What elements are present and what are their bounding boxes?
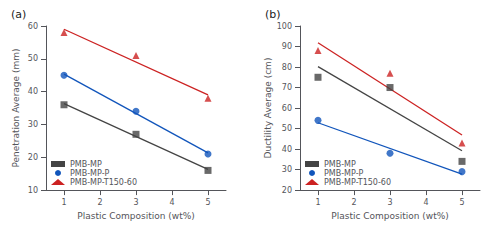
- svg-text:PMB-MP-P: PMB-MP-P: [70, 169, 110, 178]
- svg-text:20: 20: [28, 153, 38, 162]
- svg-text:(a): (a): [11, 8, 26, 21]
- svg-text:1: 1: [315, 198, 320, 207]
- svg-text:5: 5: [459, 198, 464, 207]
- svg-text:40: 40: [282, 145, 292, 154]
- svg-text:Ductility Average (cm): Ductility Average (cm): [263, 58, 273, 159]
- svg-text:70: 70: [282, 83, 292, 92]
- svg-text:2: 2: [97, 198, 102, 207]
- svg-text:50: 50: [28, 54, 38, 63]
- svg-text:PMB-MP: PMB-MP: [324, 160, 356, 169]
- svg-text:20: 20: [282, 186, 292, 195]
- svg-text:Plastic Composition (wt%): Plastic Composition (wt%): [331, 211, 449, 221]
- svg-text:3: 3: [133, 198, 138, 207]
- svg-text:30: 30: [28, 120, 38, 129]
- svg-text:PMB-MP-P: PMB-MP-P: [324, 169, 364, 178]
- svg-text:30: 30: [282, 165, 292, 174]
- svg-text:1: 1: [61, 198, 66, 207]
- svg-text:40: 40: [28, 87, 38, 96]
- svg-text:4: 4: [169, 198, 174, 207]
- svg-text:Penetration Average (mm): Penetration Average (mm): [11, 48, 21, 167]
- svg-text:PMB-MP-T150-60: PMB-MP-T150-60: [70, 178, 137, 187]
- svg-text:60: 60: [282, 104, 292, 113]
- svg-text:50: 50: [282, 124, 292, 133]
- svg-text:90: 90: [282, 42, 292, 51]
- svg-text:4: 4: [423, 198, 428, 207]
- svg-text:2: 2: [351, 198, 356, 207]
- svg-text:80: 80: [282, 63, 292, 72]
- svg-text:(b): (b): [265, 8, 281, 21]
- svg-text:Plastic Composition (wt%): Plastic Composition (wt%): [77, 211, 195, 221]
- svg-text:100: 100: [277, 22, 292, 31]
- svg-text:60: 60: [28, 22, 38, 31]
- svg-text:PMB-MP: PMB-MP: [70, 160, 102, 169]
- svg-text:PMB-MP-T150-60: PMB-MP-T150-60: [324, 178, 391, 187]
- svg-text:5: 5: [205, 198, 210, 207]
- svg-text:3: 3: [387, 198, 392, 207]
- svg-text:10: 10: [28, 186, 38, 195]
